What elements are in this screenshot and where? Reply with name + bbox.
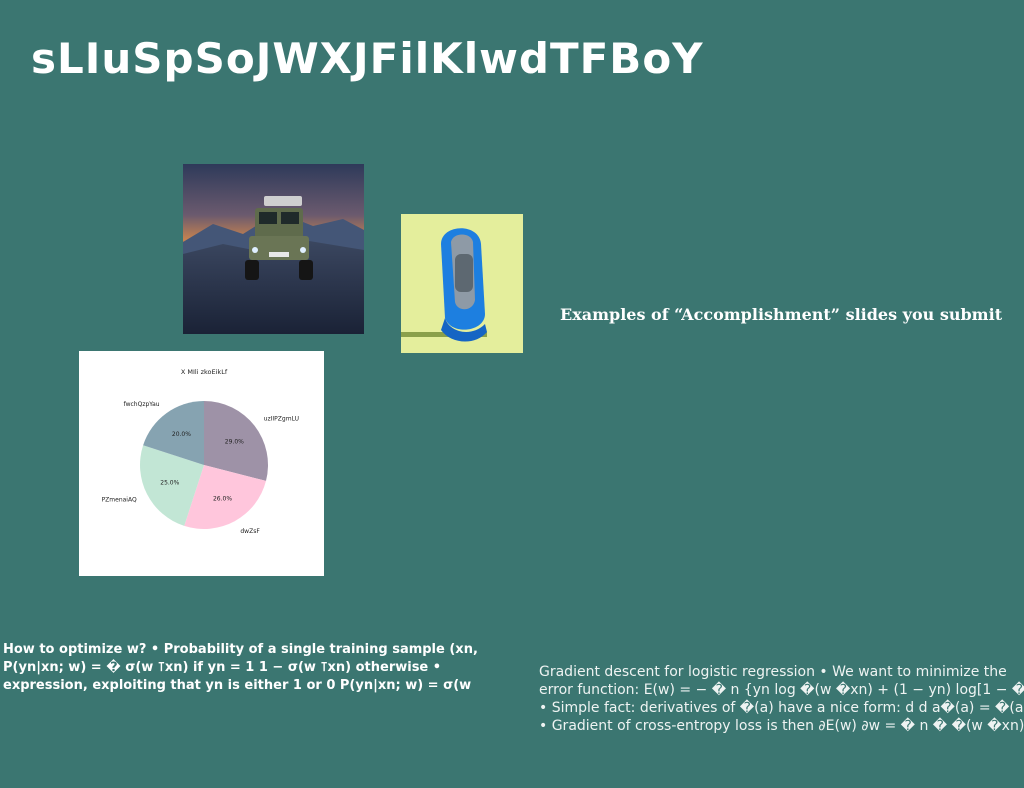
slice-category-label: dwZsF [240, 528, 260, 535]
text-block-right: Gradient descent for logistic regression… [539, 663, 1024, 735]
slice-percent-label: 25.0% [160, 479, 179, 486]
text-line: How to optimize w? • Probability of a si… [3, 641, 543, 659]
text-line: error function: E(w) = − � n {yn log �(w… [539, 681, 1024, 699]
slice-category-label: PZmenaiAQ [102, 496, 137, 503]
slice-category-label: fwchQzpYau [124, 401, 160, 408]
slide-title: sLIuSpSoJWXJFilKlwdTFBoY [31, 34, 704, 83]
text-block-left: How to optimize w? • Probability of a si… [3, 641, 543, 695]
text-line: expression, exploiting that yn is either… [3, 677, 543, 695]
slide-caption: Examples of “Accomplishment” slides you … [560, 305, 1002, 324]
watch-photo [401, 214, 523, 353]
slice-category-label: uzIIPZgmLU [264, 416, 299, 423]
vehicle-photo [183, 164, 364, 334]
text-line: P(yn|xn; w) = � σ(w ⊺xn) if yn = 1 1 − σ… [3, 659, 543, 677]
slice-percent-label: 26.0% [213, 496, 232, 503]
text-line: • Gradient of cross-entropy loss is then… [539, 717, 1024, 735]
slice-percent-label: 20.0% [172, 431, 191, 438]
text-line: Gradient descent for logistic regression… [539, 663, 1024, 681]
slice-percent-label: 29.0% [225, 438, 244, 445]
chart-title: X MIli zkoEikLf [181, 368, 228, 376]
pie-chart: X MIli zkoEikLf 29.0% uzIIPZgmLU 26.0% dwZs… [79, 351, 324, 576]
text-line: • Simple fact: derivatives of �(a) have … [539, 699, 1024, 717]
